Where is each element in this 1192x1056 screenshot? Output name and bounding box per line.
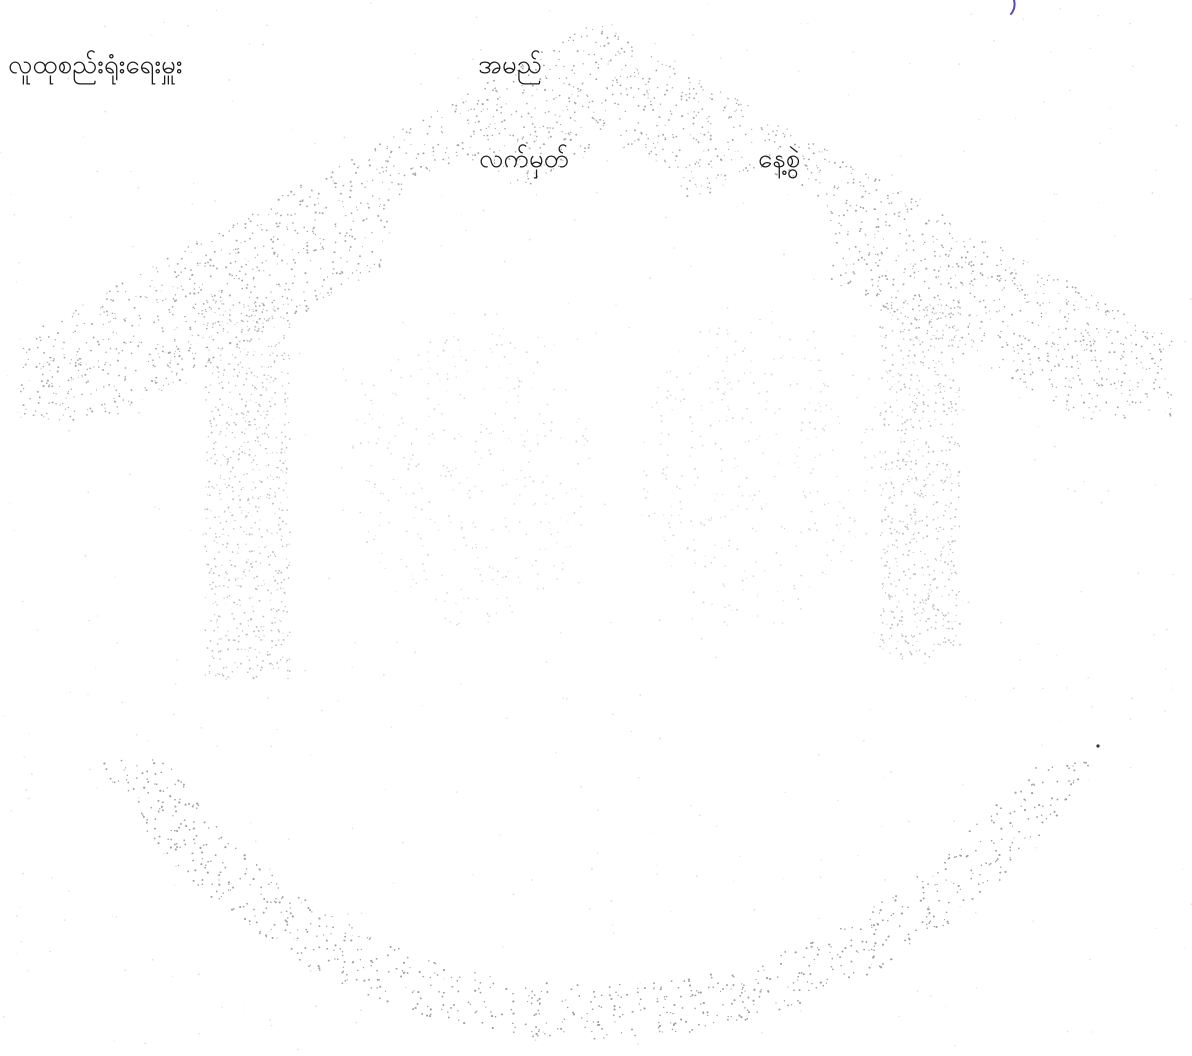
name-label: အမည် <box>478 50 542 80</box>
date-label: နေ့စွဲ <box>758 144 801 174</box>
signature-label: လက်မှတ် <box>479 144 569 174</box>
organization-officer-label: လူထုစည်းရုံးရေးမှူး <box>8 50 183 80</box>
